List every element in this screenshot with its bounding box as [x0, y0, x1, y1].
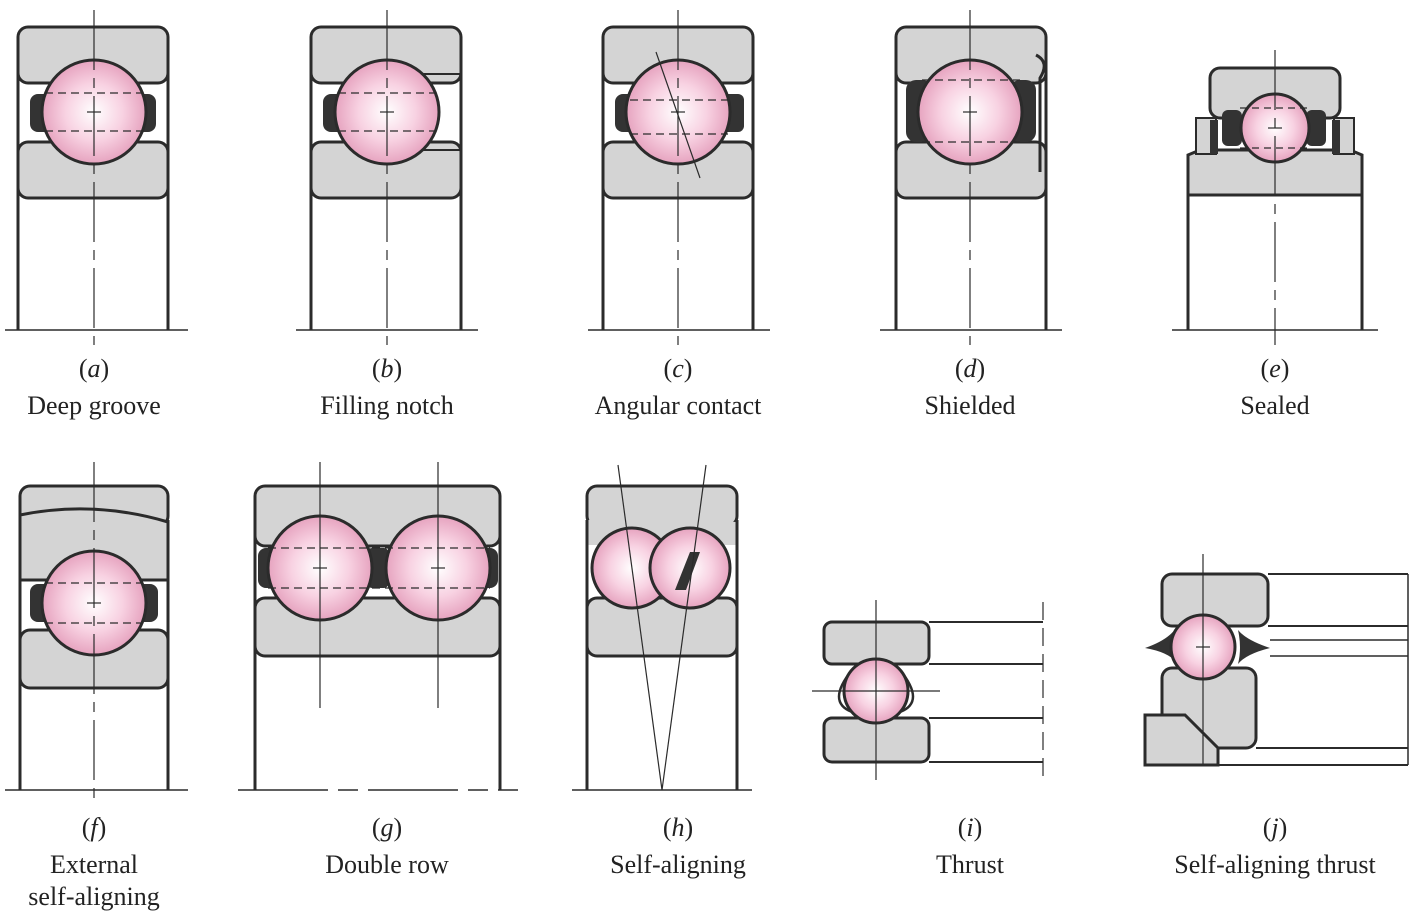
figure-b-letter: (b) [371, 354, 403, 383]
figure-c-name: Angular contact [594, 391, 762, 420]
figure-d-shielded [880, 10, 1062, 345]
figure-e-name: Sealed [1240, 391, 1310, 420]
figure-g-double-row [238, 462, 518, 791]
shield [1035, 53, 1046, 172]
figure-g-letter: (g) [371, 813, 403, 842]
figure-h-name: Self-aligning [610, 850, 746, 879]
figure-b-filling-notch [296, 10, 478, 345]
figure-e-sealed [1172, 50, 1378, 345]
figure-a-deep-groove [5, 10, 188, 345]
figure-h-letter: (h) [662, 813, 694, 842]
figure-j-self-aligning-thrust [1143, 554, 1409, 767]
figure-f-external-self-aligning [5, 462, 188, 800]
figure-g-name: Double row [325, 850, 449, 879]
figure-i-letter: (i) [957, 813, 983, 842]
figure-d-name: Shielded [924, 391, 1016, 420]
figure-e-letter: (e) [1260, 354, 1290, 383]
figure-d-letter: (d) [954, 354, 986, 383]
cage-left [1222, 110, 1242, 146]
cage [675, 552, 700, 590]
figure-j-name: Self-aligning thrust [1174, 850, 1376, 879]
figure-j-letter: (j) [1262, 813, 1288, 842]
figure-f-letter: (f) [81, 813, 107, 842]
figure-c-angular-contact [588, 10, 770, 345]
figure-h-self-aligning [572, 464, 752, 791]
figure-i-name: Thrust [936, 850, 1004, 879]
inner-ring [585, 596, 739, 658]
aligning-seat [1143, 713, 1220, 767]
figure-c-letter: (c) [663, 354, 693, 383]
figure-a-name: Deep groove [27, 391, 161, 420]
cage-right [1306, 110, 1326, 146]
figure-f-name: External self-aligning [28, 850, 160, 911]
cage-middle [368, 548, 388, 588]
figure-b-name: Filling notch [320, 391, 454, 420]
figure-i-thrust [812, 600, 1044, 780]
figure-a-letter: (a) [78, 354, 110, 383]
